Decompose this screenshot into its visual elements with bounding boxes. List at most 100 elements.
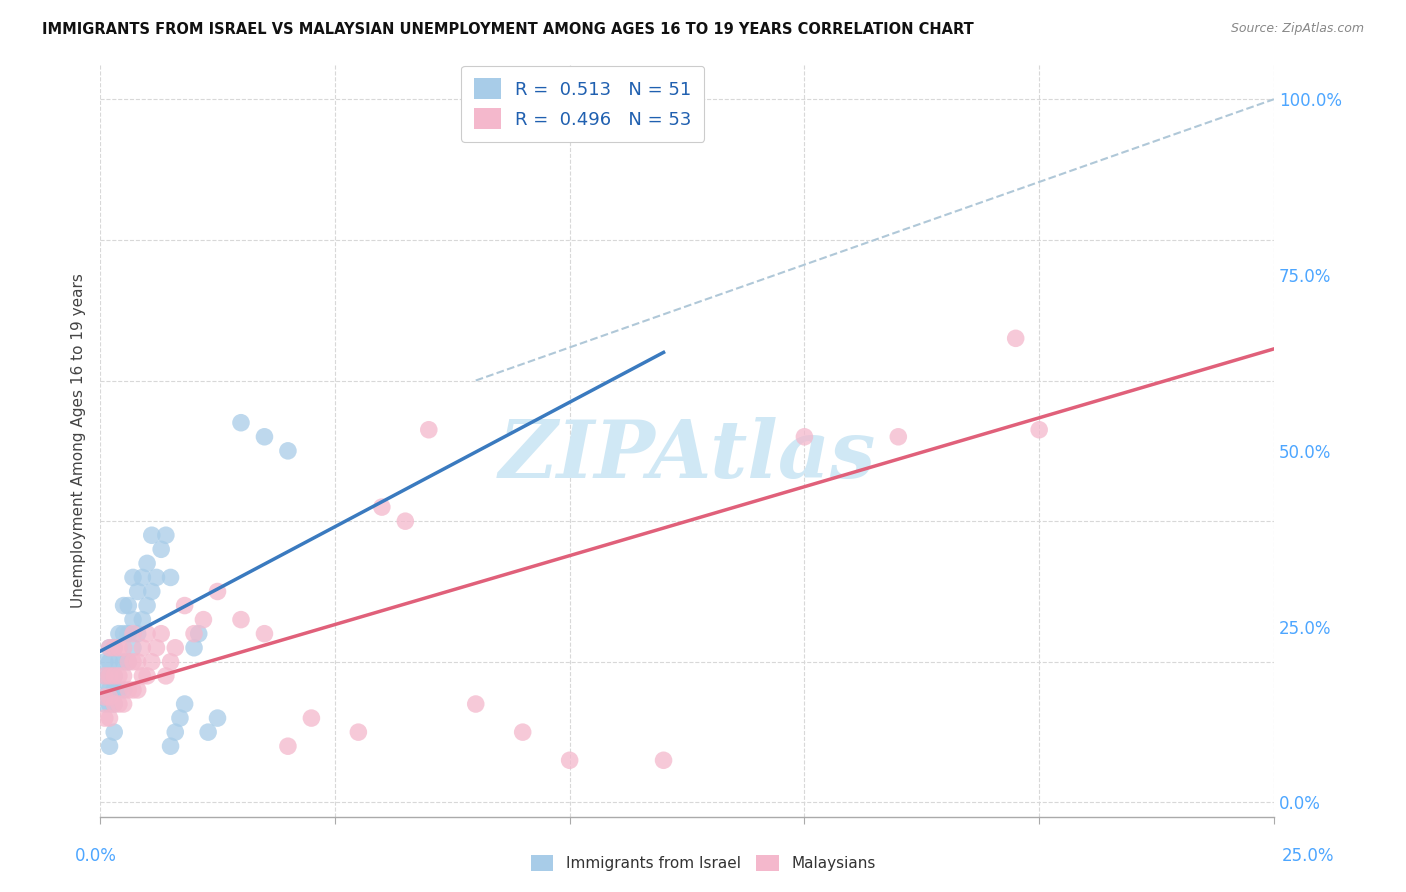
Point [464, 697, 486, 711]
Point [169, 711, 191, 725]
Point [183, 640, 205, 655]
Text: 25.0%: 25.0% [1281, 847, 1334, 865]
Point [159, 570, 181, 584]
Point [98, 669, 121, 683]
Point [112, 697, 135, 711]
Point [127, 682, 149, 697]
Point [112, 599, 135, 613]
Point [207, 584, 229, 599]
Point [394, 514, 416, 528]
Point [98, 655, 121, 669]
Point [173, 697, 195, 711]
Point [145, 640, 167, 655]
Point [229, 416, 252, 430]
Point [165, 725, 187, 739]
Point [136, 557, 159, 571]
Point [131, 570, 153, 584]
Point [122, 655, 145, 669]
Point [277, 739, 299, 754]
Point [558, 753, 581, 767]
Point [103, 682, 125, 697]
Point [122, 570, 145, 584]
Point [136, 599, 159, 613]
Point [122, 640, 145, 655]
Text: 0.0%: 0.0% [75, 847, 117, 865]
Point [127, 626, 149, 640]
Point [193, 613, 215, 627]
Legend: R =  0.513   N = 51, R =  0.496   N = 53: R = 0.513 N = 51, R = 0.496 N = 53 [461, 66, 704, 142]
Point [136, 626, 159, 640]
Point [197, 725, 219, 739]
Point [127, 584, 149, 599]
Point [108, 682, 131, 697]
Point [94, 697, 117, 711]
Point [155, 528, 177, 542]
Point [103, 669, 125, 683]
Point [98, 739, 121, 754]
Point [187, 626, 209, 640]
Point [127, 655, 149, 669]
Point [108, 640, 131, 655]
Point [207, 711, 229, 725]
Point [117, 682, 139, 697]
Point [155, 669, 177, 683]
Point [108, 626, 131, 640]
Point [103, 697, 125, 711]
Point [1028, 423, 1050, 437]
Point [371, 500, 394, 515]
Point [131, 669, 153, 683]
Point [793, 430, 815, 444]
Point [103, 697, 125, 711]
Point [98, 640, 121, 655]
Point [173, 599, 195, 613]
Point [108, 669, 131, 683]
Point [112, 682, 135, 697]
Point [1004, 331, 1026, 345]
Point [94, 655, 117, 669]
Point [183, 626, 205, 640]
Point [94, 711, 117, 725]
Point [103, 640, 125, 655]
Point [94, 669, 117, 683]
Point [652, 753, 675, 767]
Point [117, 626, 139, 640]
Point [887, 430, 910, 444]
Point [253, 430, 276, 444]
Point [512, 725, 534, 739]
Point [141, 528, 163, 542]
Point [112, 669, 135, 683]
Point [131, 613, 153, 627]
Point [117, 655, 139, 669]
Text: ZIPAtlas: ZIPAtlas [498, 417, 876, 494]
Y-axis label: Unemployment Among Ages 16 to 19 years: Unemployment Among Ages 16 to 19 years [72, 273, 86, 607]
Point [347, 725, 370, 739]
Point [98, 682, 121, 697]
Point [159, 739, 181, 754]
Point [98, 690, 121, 704]
Point [150, 626, 173, 640]
Point [108, 655, 131, 669]
Point [299, 711, 322, 725]
Point [98, 640, 121, 655]
Point [112, 655, 135, 669]
Point [98, 669, 121, 683]
Point [277, 443, 299, 458]
Point [122, 613, 145, 627]
Point [94, 682, 117, 697]
Point [122, 626, 145, 640]
Point [122, 682, 145, 697]
Point [253, 626, 276, 640]
Point [94, 669, 117, 683]
Point [159, 655, 181, 669]
Text: Source: ZipAtlas.com: Source: ZipAtlas.com [1230, 22, 1364, 36]
Point [229, 613, 252, 627]
Point [117, 599, 139, 613]
Point [150, 542, 173, 557]
Point [141, 584, 163, 599]
Point [136, 669, 159, 683]
Point [98, 711, 121, 725]
Point [117, 655, 139, 669]
Point [103, 725, 125, 739]
Text: IMMIGRANTS FROM ISRAEL VS MALAYSIAN UNEMPLOYMENT AMONG AGES 16 TO 19 YEARS CORRE: IMMIGRANTS FROM ISRAEL VS MALAYSIAN UNEM… [42, 22, 974, 37]
Point [145, 570, 167, 584]
